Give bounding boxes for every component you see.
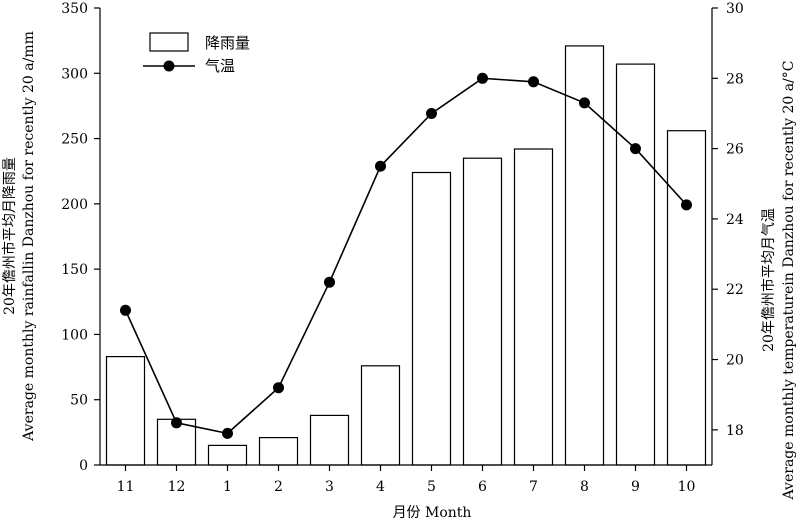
temperature-point-10 [681, 199, 692, 211]
temperature-point-8 [579, 97, 590, 109]
x-tick-label: 2 [274, 479, 283, 495]
x-tick-label: 7 [529, 479, 538, 495]
x-tick-label: 10 [678, 479, 696, 495]
y-left-tick-label: 50 [70, 393, 88, 409]
y-right-tick-label: 26 [726, 142, 744, 158]
temperature-point-7 [528, 76, 539, 88]
temperature-point-9 [630, 143, 641, 155]
temperature-point-1 [222, 427, 233, 439]
y-right-tick-label: 24 [726, 212, 744, 228]
axes [94, 7, 718, 471]
temperature-line [120, 72, 692, 439]
x-tick-label: 8 [580, 479, 589, 495]
y-left-tick-label: 250 [61, 132, 88, 148]
temperature-point-5 [426, 108, 437, 119]
x-tick-label: 9 [631, 479, 640, 495]
temperature-point-2 [273, 382, 284, 394]
rainfall-bar-9 [615, 63, 656, 466]
temperature-point-12 [171, 417, 182, 429]
legend: 降雨量 气温 [143, 32, 250, 75]
y-right-label-line1: 20年儋州市平均月气温 [760, 208, 777, 352]
x-tick-label: 3 [325, 479, 334, 495]
rainfall-bars [105, 45, 707, 466]
temperature-point-6 [477, 72, 488, 84]
rainfall-bar-6 [462, 157, 503, 466]
y-right-tick-label: 18 [726, 423, 744, 439]
x-axis-label: 月份 Month [393, 505, 472, 521]
y-left-tick-label: 300 [61, 66, 88, 82]
x-tick-label: 5 [427, 479, 436, 495]
rainfall-bar-1 [207, 444, 248, 466]
y-left-label-line2: Average monthly rainfallin Danzhou for r… [21, 31, 37, 442]
temperature-polyline [124, 77, 688, 435]
y-right-tick-label: 28 [726, 71, 744, 87]
legend-line-marker [163, 60, 175, 72]
rainfall-bar-8 [564, 45, 605, 466]
x-tick-label: 4 [376, 479, 385, 495]
rainfall-bar-2 [258, 437, 299, 466]
y-left-tick-label: 200 [61, 197, 88, 213]
rainfall-bar-11 [105, 356, 146, 466]
rainfall-bar-4 [360, 365, 401, 466]
y-right-tick-label: 30 [726, 1, 744, 17]
y-left-tick-label: 150 [61, 262, 88, 278]
rainfall-bar-10 [666, 130, 707, 466]
legend-temperature-label: 气温 [205, 57, 235, 75]
y-left-tick-label: 0 [79, 458, 88, 474]
y-right-label-line2: Average monthly temperaturein Danzhou fo… [781, 61, 797, 501]
y-right-tick-label: 22 [726, 282, 744, 298]
x-tick-label: 1 [223, 479, 232, 495]
rainfall-bar-3 [309, 414, 350, 466]
temperature-point-4 [375, 160, 386, 172]
temperature-point-3 [324, 276, 335, 288]
rainfall-bar-5 [411, 171, 452, 466]
x-tick-label: 12 [168, 479, 186, 495]
x-tick-label: 6 [478, 479, 487, 495]
legend-rainfall-label: 降雨量 [205, 34, 250, 52]
y-left-tick-label: 350 [61, 1, 88, 17]
y-left-tick-label: 100 [61, 327, 88, 343]
temperature-point-11 [120, 304, 131, 316]
rainfall-bar-7 [513, 148, 554, 466]
y-right-tick-label: 20 [726, 353, 744, 369]
y-left-label-line1: 20年儋州市平均月降雨量 [1, 157, 18, 315]
legend-bar-swatch [149, 32, 189, 52]
x-tick-label: 11 [117, 479, 135, 495]
